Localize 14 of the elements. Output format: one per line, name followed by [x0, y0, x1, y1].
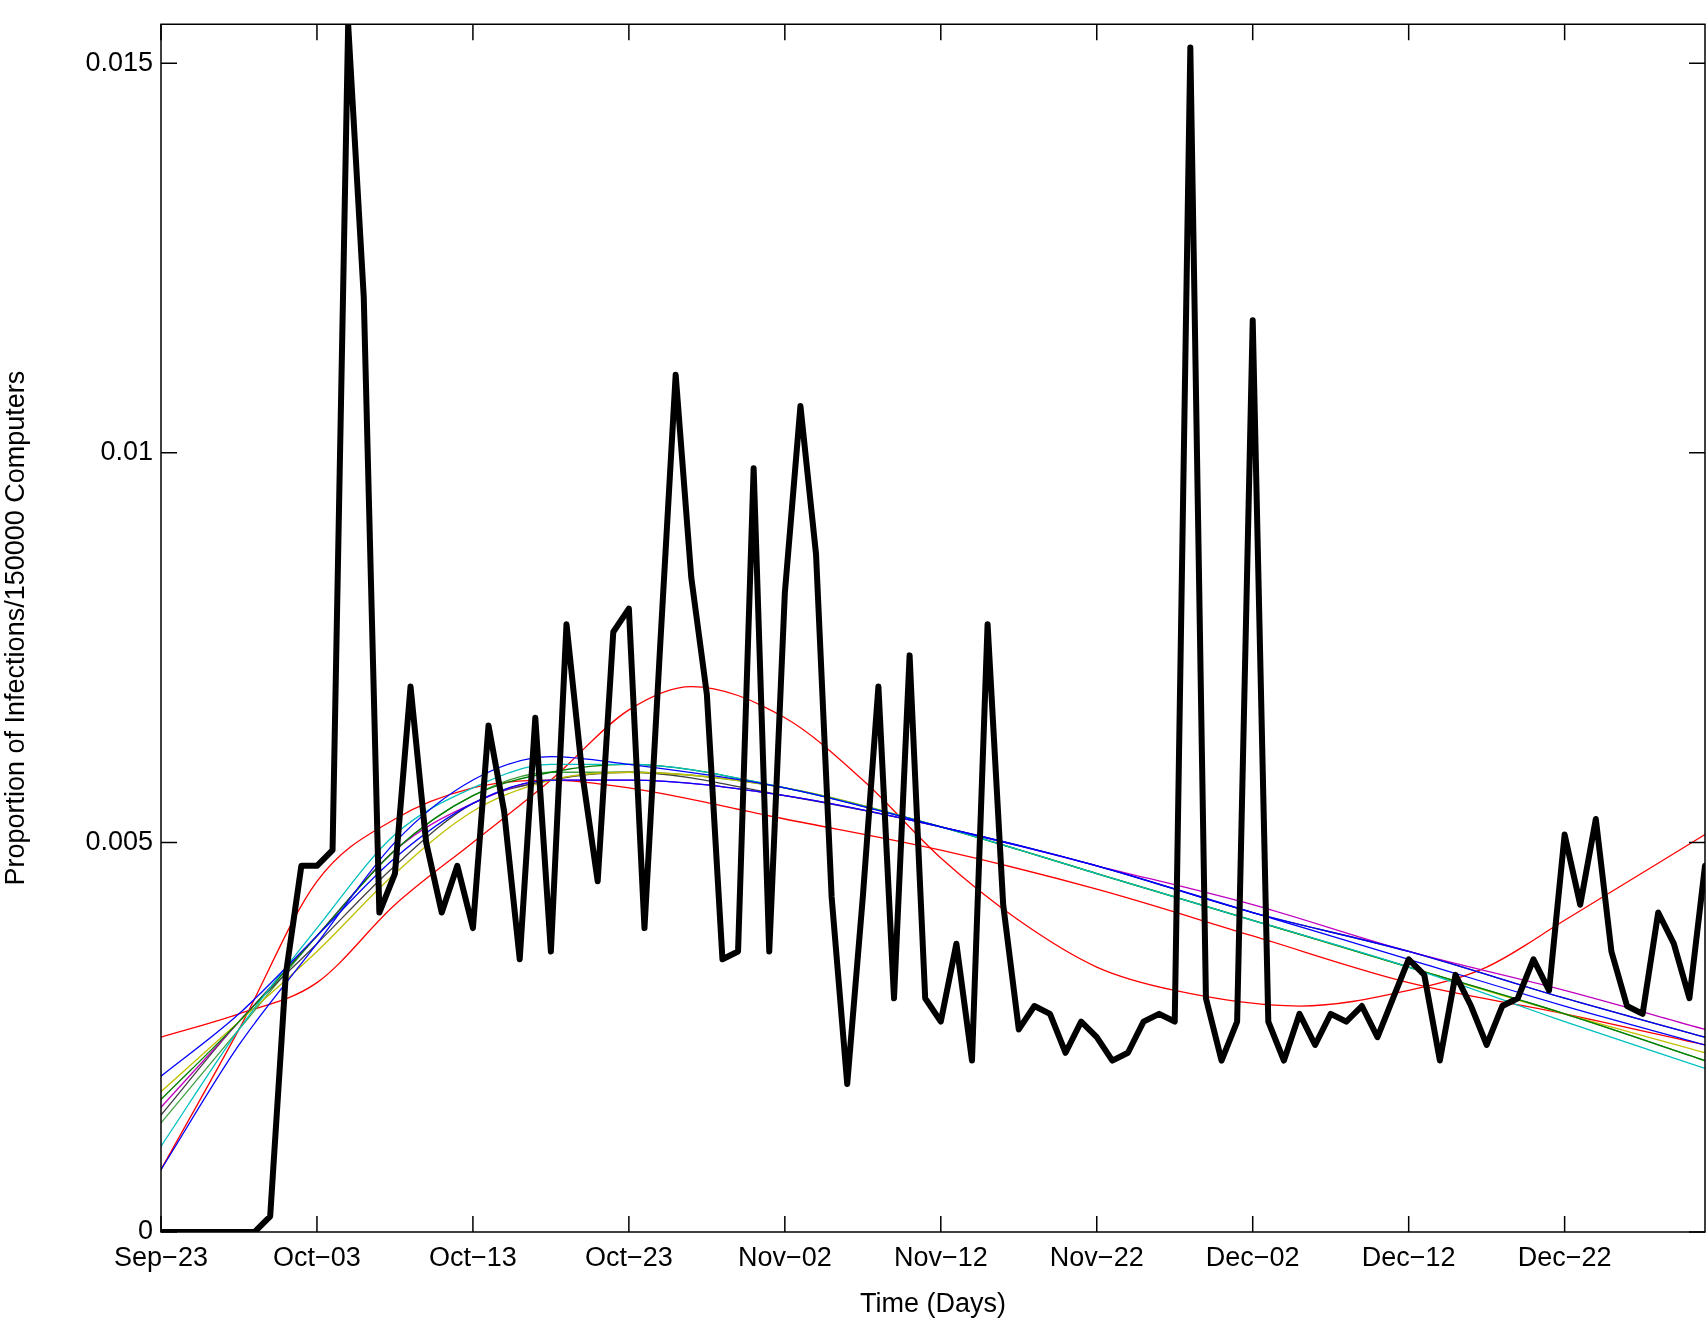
x-tick-label: Dec−22	[1517, 1241, 1612, 1272]
x-tick-label: Oct−13	[429, 1241, 517, 1272]
x-tick-label: Nov−12	[893, 1241, 988, 1272]
y-tick-label: 0.01	[100, 436, 153, 467]
y-axis-title: Proportion of Infections/150000 Computers	[0, 370, 30, 886]
y-tick-label: 0.015	[85, 46, 153, 77]
x-axis-title: Time (Days)	[860, 1288, 1006, 1319]
y-tick-label: 0.005	[85, 825, 153, 856]
x-tick-label: Nov−02	[737, 1241, 832, 1272]
x-tick-label: Dec−12	[1361, 1241, 1456, 1272]
x-tick-label: Nov−22	[1049, 1241, 1144, 1272]
x-tick-label: Dec−02	[1205, 1241, 1300, 1272]
x-tick-label: Oct−23	[584, 1241, 673, 1272]
x-tick-label: Oct−03	[273, 1241, 361, 1272]
